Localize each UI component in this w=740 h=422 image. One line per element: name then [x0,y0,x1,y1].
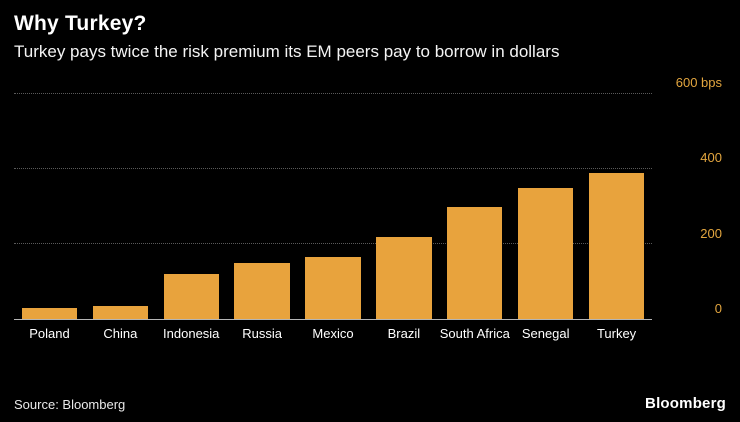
x-tick-label: Russia [242,326,282,341]
x-axis-labels: Poland China Indonesia Russia Mexico Brazil So… [14,326,652,343]
bar-slot [156,94,227,319]
bar-slot [368,94,439,319]
x-tick-label: Senegal [521,326,570,341]
chart-subtitle: Turkey pays twice the risk premium its E… [14,42,560,61]
bloomberg-logo: Bloomberg [645,395,726,412]
bar-slot [14,94,85,319]
bar-chart: 0 200 400 600 bps [14,75,726,320]
y-tick-label: 200 [700,225,722,241]
y-tick-label: 400 [700,150,722,166]
bar-china [92,305,148,319]
bar-mexico [305,257,361,319]
bar-indonesia [163,274,219,319]
x-tick-label: Mexico [312,326,354,341]
x-tick-label: Poland [29,326,70,341]
bar-slot [298,94,369,319]
bar-senegal [518,187,574,319]
bar-slot [439,94,510,319]
page-title: Why Turkey? [14,12,147,35]
bar-slot [510,94,581,319]
bar-slot [227,94,298,319]
plot-area [14,93,652,320]
bar-slot [85,94,156,319]
gridline-400 [14,168,652,170]
bar-south-africa [447,206,503,319]
gridline-600 [14,93,652,94]
x-tick-label: China [103,326,138,341]
bar-russia [234,262,290,319]
gridline-200 [14,243,652,245]
y-axis-labels: 0 200 400 600 bps [652,75,726,320]
x-tick-label: Turkey [596,326,637,341]
x-tick-label: South Africa [439,326,510,341]
bar-poland [21,307,78,319]
x-tick-label: Indonesia [163,326,220,341]
bar-slot [581,94,652,319]
source-note: Source: Bloomberg [14,397,126,412]
y-tick-label: 600 bps [675,75,722,90]
bar-turkey [588,172,645,319]
bar-brazil [376,236,432,319]
x-tick-label: Brazil [387,326,421,341]
y-tick-label: 0 [714,301,722,316]
bars-container [14,94,652,319]
chart-footer: Source: Bloomberg Bloomberg [14,395,726,412]
